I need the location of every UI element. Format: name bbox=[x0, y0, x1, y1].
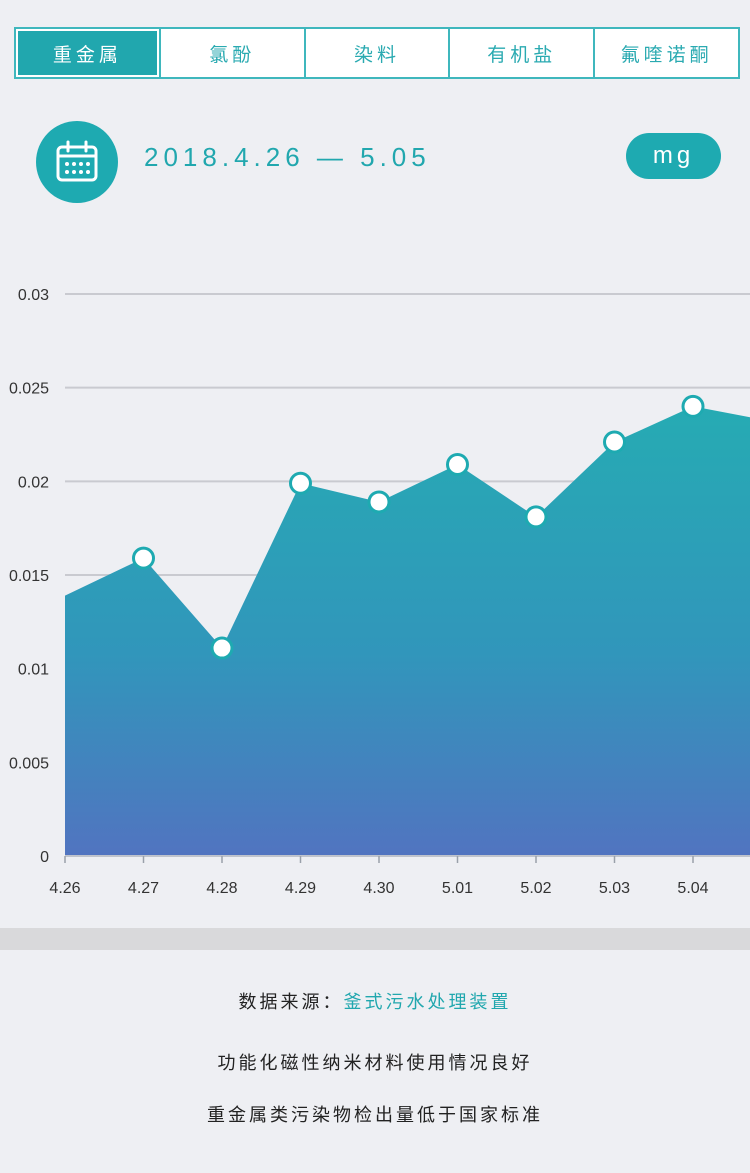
tab-organic-salts[interactable]: 有机盐 bbox=[450, 29, 596, 77]
x-tick-label: 4.28 bbox=[206, 880, 237, 897]
data-point bbox=[446, 452, 469, 476]
y-tick-label: 0.005 bbox=[9, 755, 49, 772]
date-picker-button[interactable] bbox=[36, 121, 118, 203]
source-label: 数据来源： bbox=[238, 992, 344, 1013]
x-tick-label: 5.02 bbox=[520, 880, 551, 897]
unit-toggle-button[interactable]: mg bbox=[626, 133, 721, 179]
tab-heavy-metals[interactable]: 重金属 bbox=[16, 29, 161, 77]
y-tick-label: 0.01 bbox=[18, 662, 49, 679]
status-note-standard: 重金属类污染物检出量低于国家标准 bbox=[207, 1105, 543, 1126]
data-point bbox=[289, 471, 312, 495]
data-source: 数据来源：釜式污水处理装置 bbox=[0, 988, 750, 1014]
y-tick-label: 0.02 bbox=[18, 474, 49, 491]
data-point bbox=[603, 430, 626, 454]
source-value: 釜式污水处理装置 bbox=[343, 992, 512, 1013]
data-area bbox=[65, 406, 750, 856]
data-point bbox=[524, 505, 548, 529]
status-note-material: 功能化磁性纳米材料使用情况良好 bbox=[217, 1053, 533, 1074]
x-tick-label: 4.27 bbox=[128, 880, 159, 897]
y-tick-label: 0.025 bbox=[9, 381, 49, 398]
area-chart: 0 0.005 0.01 0.015 0.02 0.025 0.03 4.26 4.27 4.28… bbox=[9, 287, 750, 897]
date-range: 2018.4.26 — 5.05 bbox=[144, 142, 431, 172]
x-tick-label: 5.03 bbox=[599, 880, 630, 897]
chart-scrollbar[interactable] bbox=[0, 928, 750, 950]
x-tick-label: 5.04 bbox=[677, 880, 708, 897]
x-tick-label: 4.29 bbox=[285, 880, 316, 897]
tab-fluoroquinolones[interactable]: 氟喹诺酮 bbox=[620, 43, 713, 66]
data-point bbox=[132, 546, 155, 570]
data-point bbox=[210, 636, 234, 660]
x-tick-label: 5.01 bbox=[442, 880, 473, 897]
tab-dyes[interactable]: 染料 bbox=[306, 29, 451, 77]
y-tick-label: 0.03 bbox=[18, 287, 49, 304]
y-tick-label: 0.015 bbox=[9, 568, 49, 585]
x-tick-label: 4.30 bbox=[363, 880, 394, 897]
tab-chlorophenol[interactable]: 氯酚 bbox=[161, 29, 306, 77]
data-point bbox=[681, 394, 705, 418]
y-tick-label: 0 bbox=[40, 849, 49, 866]
calendar-icon bbox=[56, 140, 98, 182]
category-tabs: 重金属 氯酚 染料 有机盐 氟喹诺酮 bbox=[14, 27, 740, 79]
data-point bbox=[367, 490, 391, 514]
x-tick-label: 4.26 bbox=[49, 880, 80, 897]
